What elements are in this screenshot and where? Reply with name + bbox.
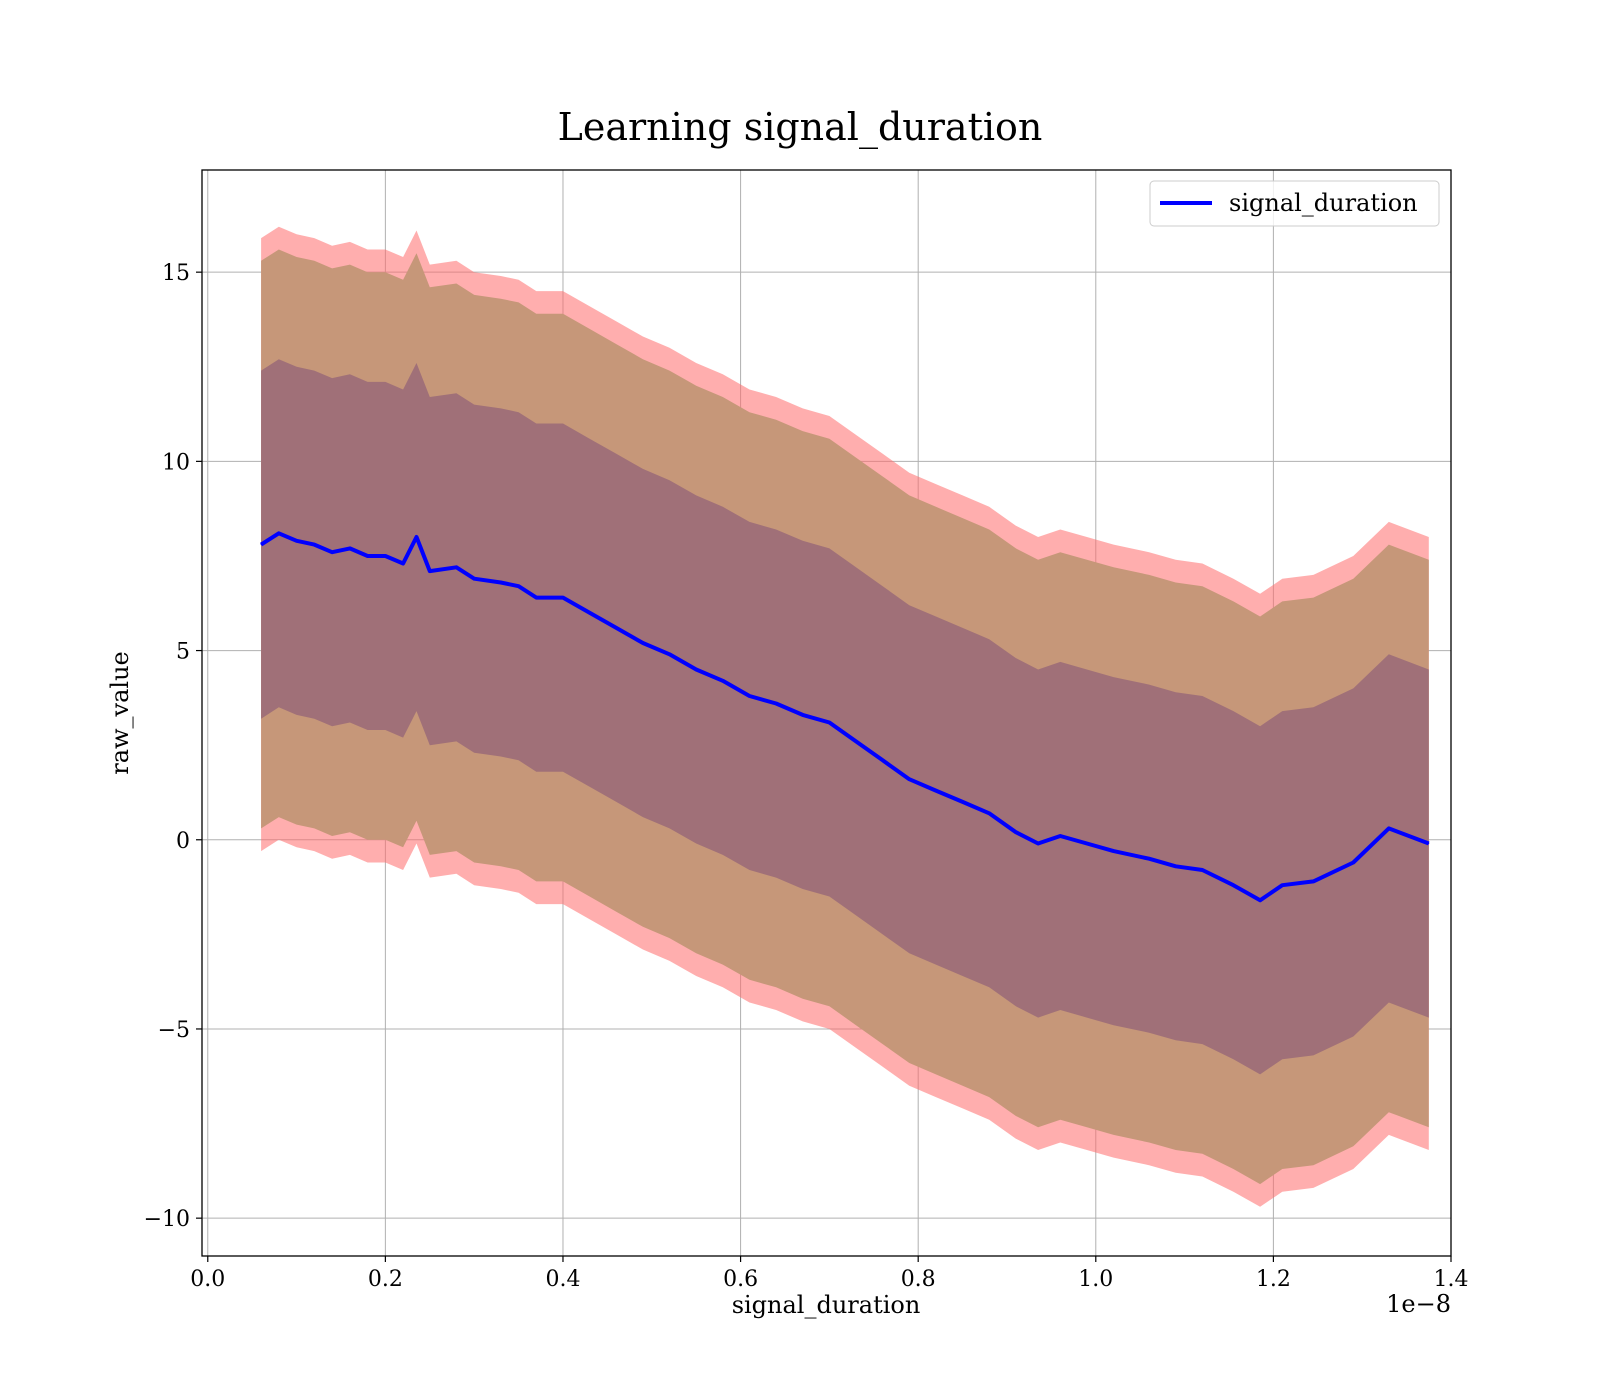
data-point [1312, 880, 1314, 882]
series-lines [260, 531, 1430, 903]
data-point [1388, 827, 1390, 829]
x-axis-offset-label: 1e−8 [1386, 1290, 1451, 1318]
data-point [908, 778, 910, 780]
data-point [455, 566, 457, 568]
x-tick-label: 0.0 [190, 1267, 225, 1292]
y-tick-label: 5 [176, 640, 190, 665]
data-point [855, 740, 857, 742]
data-point [260, 544, 262, 546]
confidence-bands [261, 226, 1429, 1207]
data-point [1148, 858, 1150, 860]
y-axis-ticks: −10 −5 0 5 10 15 [144, 261, 202, 1232]
plot-frame [201, 169, 1452, 1257]
x-tick-label: 0.4 [545, 1267, 580, 1292]
x-axis-ticks: 0.0 0.2 0.4 0.6 0.8 1.0 1.2 1.4 [190, 1256, 1469, 1292]
data-point [775, 703, 777, 705]
legend-entry-signal-duration: signal_duration [1229, 189, 1418, 217]
x-tick-label: 0.6 [723, 1267, 758, 1292]
data-point [1428, 843, 1430, 845]
data-point [722, 680, 724, 682]
data-point [1015, 831, 1017, 833]
data-point [642, 642, 644, 644]
data-point [384, 555, 386, 557]
x-tick-label: 1.4 [1434, 1267, 1469, 1292]
y-axis-label: raw_value [106, 651, 134, 775]
data-point [935, 790, 937, 792]
data-point [615, 627, 617, 629]
data-point [331, 551, 333, 553]
data-point [296, 540, 298, 542]
data-point [802, 714, 804, 716]
data-point [278, 532, 280, 534]
data-point [1059, 835, 1061, 837]
y-tick-label: 0 [176, 829, 190, 854]
data-point [669, 653, 671, 655]
data-point [1352, 861, 1354, 863]
data-point [429, 570, 431, 572]
data-point [988, 812, 990, 814]
data-point [1232, 884, 1234, 886]
data-point [1086, 843, 1088, 845]
data-point [1037, 843, 1039, 845]
x-tick-label: 1.2 [1256, 1267, 1291, 1292]
data-point [313, 544, 315, 546]
x-tick-label: 1.0 [1078, 1267, 1113, 1292]
data-point [1201, 869, 1203, 871]
data-point [402, 563, 404, 565]
data-point [1281, 884, 1283, 886]
data-point [882, 759, 884, 761]
legend-box [1149, 180, 1440, 227]
series-line-signal-duration [260, 531, 1430, 903]
chart-title: Learning signal_duration [558, 105, 1043, 150]
x-tick-label: 0.2 [368, 1267, 403, 1292]
data-point [535, 597, 537, 599]
data-point [1175, 865, 1177, 867]
y-tick-label: 10 [162, 450, 190, 475]
x-tick-label: 0.8 [901, 1267, 936, 1292]
data-point [962, 801, 964, 803]
x-axis-label: signal_duration [732, 1291, 921, 1319]
legend: signal_duration [1149, 180, 1440, 227]
y-tick-label: 15 [162, 261, 190, 286]
data-point [828, 721, 830, 723]
data-point [349, 547, 351, 549]
data-point [473, 578, 475, 580]
data-point [518, 585, 520, 587]
data-point [1259, 899, 1261, 901]
y-tick-label: −10 [144, 1207, 190, 1232]
data-point [695, 668, 697, 670]
data-point [1113, 850, 1115, 852]
data-point [367, 555, 369, 557]
data-point [748, 695, 750, 697]
data-point [415, 536, 417, 538]
data-point [589, 612, 591, 614]
data-point [500, 581, 502, 583]
data-point [562, 597, 564, 599]
inner-band-0 [261, 359, 1429, 1075]
y-tick-label: −5 [158, 1018, 190, 1043]
